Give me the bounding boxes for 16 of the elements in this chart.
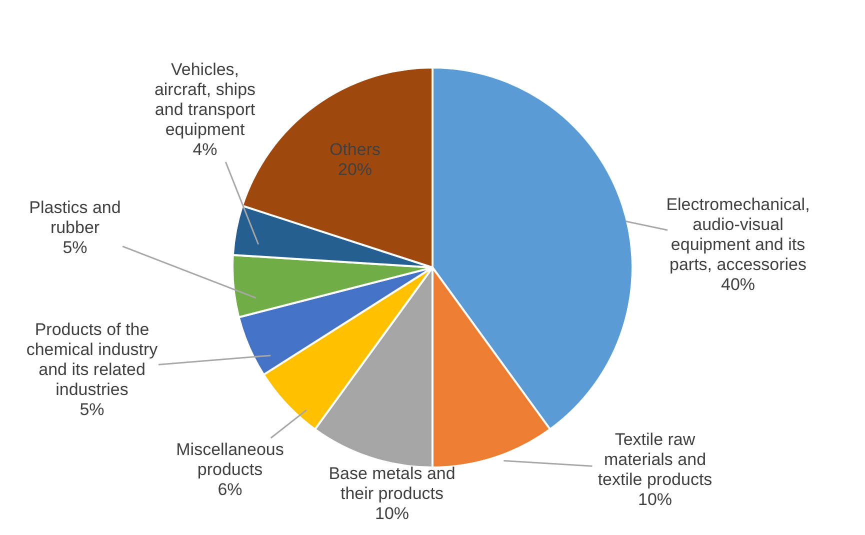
data-label: 5% bbox=[80, 400, 104, 419]
data-label: 5% bbox=[62, 238, 88, 257]
slice-label: Base metals and their products bbox=[328, 464, 456, 503]
slice-label: Electromechanical, audio-visual equipment and its parts, accessories bbox=[666, 195, 810, 274]
slice-label: Miscellaneous products bbox=[176, 440, 284, 479]
data-label: 6% bbox=[218, 480, 242, 499]
data-label: 10% bbox=[638, 490, 672, 509]
slice-label: Others bbox=[329, 140, 381, 159]
slice-label: Products of the chemical industry and its related industries bbox=[26, 320, 158, 399]
slice-label: Plastics and rubber bbox=[29, 198, 121, 237]
data-label: 20% bbox=[338, 160, 372, 179]
slice-label: Textile raw materials and textile products bbox=[598, 430, 712, 489]
data-label: 10% bbox=[374, 504, 410, 523]
data-label: 40% bbox=[720, 275, 756, 294]
slice-label: Vehicles, aircraft, ships and transport equipment bbox=[154, 60, 256, 139]
data-label: 4% bbox=[192, 140, 218, 159]
